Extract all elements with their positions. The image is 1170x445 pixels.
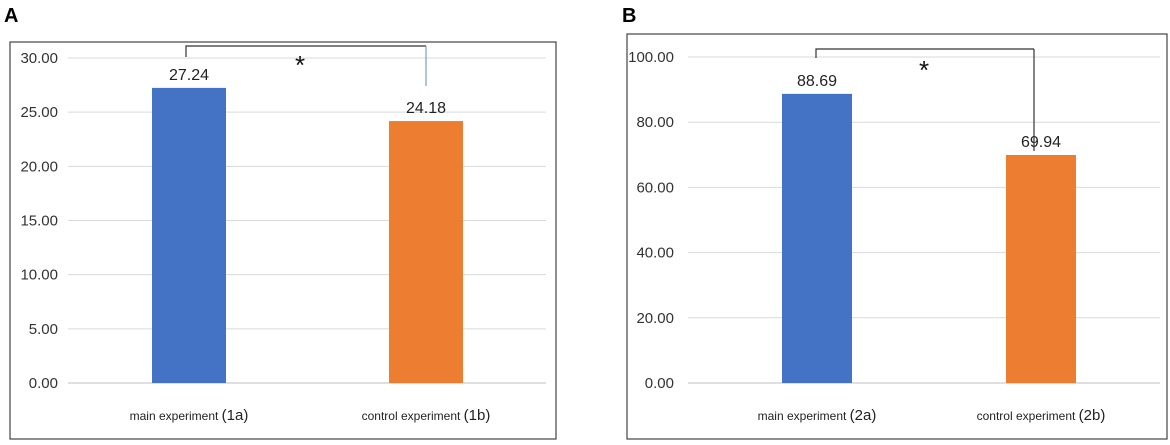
- y-tick-label: 60.00: [636, 179, 674, 196]
- y-tick-label: 25.00: [20, 104, 58, 121]
- panel-a: A 0.00 5.00 10.00 15.00 20.00 25.00 30.00 27.24 m…: [4, 5, 557, 440]
- y-tick-label: 0.00: [645, 375, 674, 392]
- bar-main-experiment: [782, 93, 852, 383]
- bar-main-experiment: [152, 87, 226, 384]
- category-label: control experiment (2b): [977, 407, 1106, 424]
- y-tick-label: 30.00: [20, 50, 58, 67]
- significance-bracket: [185, 45, 426, 57]
- y-tick-label: 80.00: [636, 114, 674, 131]
- bar-control-experiment: [1006, 154, 1076, 383]
- category-label: main experiment (1a): [130, 407, 249, 424]
- chart-frame: [9, 41, 557, 440]
- panel-letter-a: A: [4, 5, 18, 27]
- y-tick-label: 0.00: [29, 375, 58, 392]
- data-label: 27.24: [169, 67, 209, 84]
- y-tick-label: 20.00: [636, 310, 674, 327]
- chart-frame: [626, 33, 1168, 440]
- y-tick-label: 40.00: [636, 245, 674, 262]
- y-tick-label: 5.00: [29, 321, 58, 338]
- y-tick-label: 10.00: [20, 267, 58, 284]
- significance-star: *: [919, 55, 929, 85]
- data-label: 24.18: [406, 100, 446, 117]
- bar-control-experiment: [389, 121, 463, 384]
- panel-b: B 0.00 20.00 40.00 60.00 80.00 100.00 88.69 main…: [622, 5, 1168, 440]
- y-tick-label: 100.00: [628, 49, 674, 66]
- panel-letter-b: B: [622, 5, 636, 27]
- significance-star: *: [295, 50, 305, 80]
- category-label: main experiment (2a): [758, 407, 877, 424]
- data-label: 88.69: [797, 73, 837, 90]
- category-label: control experiment (1b): [362, 407, 491, 424]
- y-tick-label: 20.00: [20, 158, 58, 175]
- y-tick-label: 15.00: [20, 213, 58, 230]
- significance-bracket: [815, 48, 1034, 58]
- data-label: 69.94: [1021, 134, 1061, 151]
